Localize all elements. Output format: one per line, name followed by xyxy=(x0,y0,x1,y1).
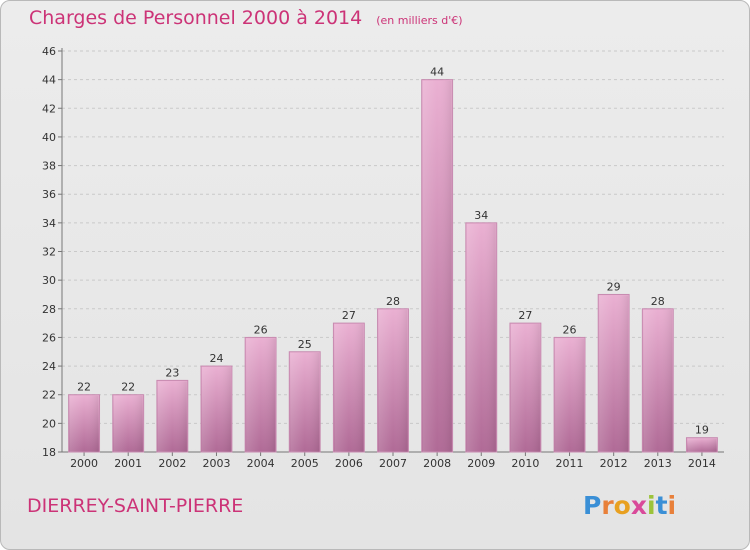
y-tick-label: 46 xyxy=(42,45,56,58)
x-tick-label: 2006 xyxy=(335,457,363,470)
x-tick-label: 2005 xyxy=(291,457,319,470)
y-tick-label: 40 xyxy=(42,131,56,144)
bars xyxy=(68,79,718,453)
data-label: 27 xyxy=(342,309,356,322)
x-tick-label: 2003 xyxy=(202,457,230,470)
y-tick-label: 42 xyxy=(42,102,56,115)
y-tick-label: 34 xyxy=(42,217,56,230)
x-tick-label: 2004 xyxy=(247,457,275,470)
y-tick-label: 24 xyxy=(42,360,56,373)
x-tick-label: 2009 xyxy=(467,457,495,470)
y-tick-label: 20 xyxy=(42,417,56,430)
y-tick-label: 28 xyxy=(42,303,56,316)
labels: 22 2000 22 2001 23 2002 24 2003 26 2004 25 2005 27 20… xyxy=(70,66,716,470)
bar-shine xyxy=(334,324,364,452)
y-tick-label: 38 xyxy=(42,160,56,173)
x-tick-label: 2002 xyxy=(158,457,186,470)
x-tick-label: 2007 xyxy=(379,457,407,470)
y-tick-label: 30 xyxy=(42,274,56,287)
x-tick-label: 2014 xyxy=(688,457,716,470)
x-tick-label: 2008 xyxy=(423,457,451,470)
bar-shine xyxy=(555,338,584,452)
x-tick-label: 2013 xyxy=(644,457,672,470)
bar-shine xyxy=(246,338,276,452)
data-label: 28 xyxy=(651,295,665,308)
data-label: 34 xyxy=(474,209,488,222)
proxiti-logo: Proxiti xyxy=(583,491,676,520)
logo-letter: i xyxy=(647,491,656,520)
data-label: 19 xyxy=(695,424,709,437)
data-label: 22 xyxy=(77,381,91,394)
x-tick-label: 2011 xyxy=(556,457,584,470)
bar-shine xyxy=(599,295,629,452)
data-label: 26 xyxy=(563,323,577,336)
y-tick-label: 44 xyxy=(42,74,56,87)
data-label: 24 xyxy=(209,352,223,365)
bar-shine xyxy=(290,352,320,452)
data-label: 22 xyxy=(121,381,135,394)
y-tick-label: 18 xyxy=(42,446,56,459)
bar-shine xyxy=(422,80,452,453)
y-tick-label: 36 xyxy=(42,188,56,201)
bar-shine xyxy=(202,367,231,452)
logo-letter: x xyxy=(630,491,647,520)
data-label: 29 xyxy=(607,280,621,293)
x-tick-label: 2012 xyxy=(600,457,628,470)
data-label: 44 xyxy=(430,66,444,79)
logo-letter: P xyxy=(583,491,602,520)
title-row: Charges de Personnel 2000 à 2014 (en mill… xyxy=(29,7,463,29)
commune-name: DIERREY-SAINT-PIERRE xyxy=(27,495,244,517)
data-label: 25 xyxy=(298,338,312,351)
y-tick-label: 26 xyxy=(42,331,56,344)
logo-letter: o xyxy=(613,491,631,520)
chart-subtitle: (en milliers d'€) xyxy=(376,14,463,27)
logo-letter: i xyxy=(667,491,677,520)
x-tick-label: 2000 xyxy=(70,457,98,470)
x-tick-label: 2010 xyxy=(511,457,539,470)
x-tick-label: 2001 xyxy=(114,457,142,470)
bar-shine xyxy=(378,309,408,452)
data-label: 28 xyxy=(386,295,400,308)
bar-shine xyxy=(687,438,717,452)
bar-shine xyxy=(69,395,99,452)
bar-shine xyxy=(510,324,540,452)
data-label: 23 xyxy=(165,366,179,379)
data-label: 26 xyxy=(254,323,268,336)
data-label: 27 xyxy=(518,309,532,322)
bar-shine xyxy=(643,309,673,452)
logo-letter: t xyxy=(655,491,668,520)
y-tick-label: 32 xyxy=(42,246,56,259)
bar-shine xyxy=(466,223,496,452)
axes: 18 20 22 24 26 28 30 32 34 36 38 40 42 44 46 xyxy=(42,45,724,459)
bar-shine xyxy=(113,395,143,452)
bar-shine xyxy=(157,381,187,452)
logo-letter: r xyxy=(601,491,614,520)
y-tick-label: 22 xyxy=(42,389,56,402)
chart-title: Charges de Personnel 2000 à 2014 xyxy=(29,7,363,29)
